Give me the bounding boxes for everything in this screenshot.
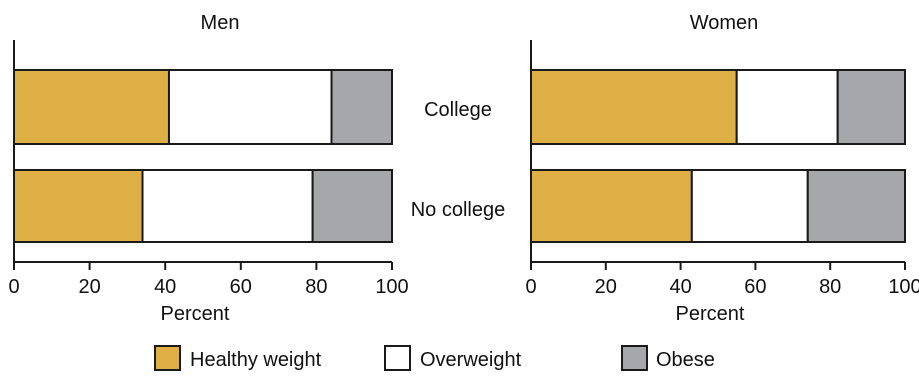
bar-segment bbox=[530, 169, 693, 243]
legend-swatch bbox=[384, 345, 411, 371]
x-tick-label: 0 bbox=[525, 276, 536, 298]
legend-swatch bbox=[154, 345, 181, 371]
bar-segment bbox=[735, 69, 839, 145]
bar-segment bbox=[806, 169, 907, 243]
x-tick-label: 60 bbox=[230, 276, 252, 298]
x-tick-label: 100 bbox=[888, 276, 919, 298]
bar-segment bbox=[690, 169, 809, 243]
bar-segment bbox=[836, 69, 906, 145]
x-axis-label: Percent bbox=[676, 303, 745, 325]
category-label: College bbox=[424, 99, 492, 121]
x-axis-label: Percent bbox=[161, 303, 230, 325]
x-tick-label: 40 bbox=[669, 276, 691, 298]
bar-segment bbox=[13, 169, 144, 243]
legend-label: Healthy weight bbox=[190, 349, 322, 371]
x-tick-label: 60 bbox=[744, 276, 766, 298]
x-tick-label: 40 bbox=[154, 276, 176, 298]
bar-segment bbox=[141, 169, 314, 243]
legend-swatch bbox=[621, 345, 648, 371]
x-tick-label: 100 bbox=[375, 276, 408, 298]
panel-title: Men bbox=[201, 12, 240, 34]
panel-title: Women bbox=[690, 12, 759, 34]
x-tick-label: 80 bbox=[819, 276, 841, 298]
x-tick-label: 20 bbox=[78, 276, 100, 298]
bar-segment bbox=[530, 69, 738, 145]
bar-segment bbox=[311, 169, 393, 243]
x-tick-label: 80 bbox=[305, 276, 327, 298]
bar-segment bbox=[330, 69, 393, 145]
legend-label: Overweight bbox=[420, 349, 522, 371]
legend-label: Obese bbox=[656, 349, 715, 371]
x-tick-label: 0 bbox=[8, 276, 19, 298]
category-label: No college bbox=[411, 199, 506, 221]
bar-segment bbox=[13, 69, 170, 145]
bar-segment bbox=[167, 69, 333, 145]
x-tick-label: 20 bbox=[595, 276, 617, 298]
